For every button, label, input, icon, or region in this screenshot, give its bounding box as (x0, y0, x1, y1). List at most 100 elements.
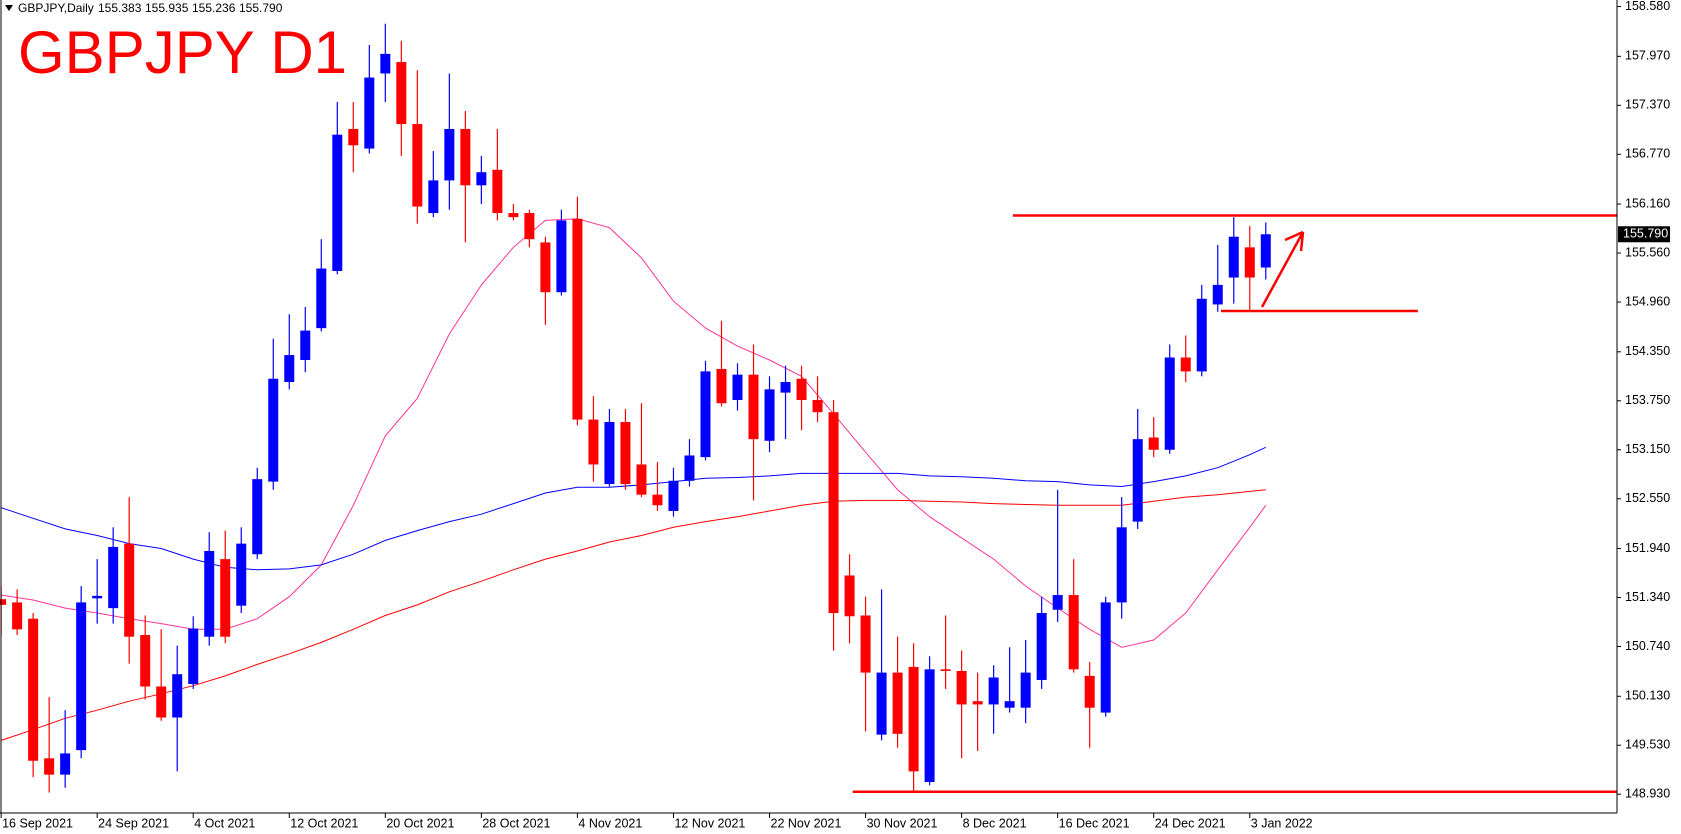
x-tick-label: 28 Oct 2021 (482, 816, 550, 830)
candle-body (236, 543, 247, 606)
y-tick-label: 154.960 (1625, 294, 1670, 308)
candle-body (492, 169, 503, 214)
candle-body (268, 378, 279, 482)
candle-body (956, 670, 967, 705)
y-tick-label: 157.970 (1625, 49, 1670, 63)
moving-average (1, 218, 1267, 648)
candle-body (796, 378, 807, 400)
candle-body (44, 758, 55, 775)
x-tick-label: 20 Oct 2021 (386, 816, 454, 830)
price-tag (1618, 226, 1670, 243)
candle-body (1244, 247, 1255, 278)
candle-body (460, 128, 471, 186)
candle-body (348, 128, 359, 146)
candle-body (732, 374, 743, 400)
candle-body (684, 455, 695, 481)
candle-body (284, 355, 295, 383)
candle-body (1260, 234, 1271, 268)
chart-title: GBPJPY D1 (18, 19, 347, 86)
candle-body (620, 422, 631, 485)
candle-body (876, 672, 887, 735)
candle-body (812, 399, 823, 413)
candle-body (316, 268, 327, 329)
candle-body (940, 669, 951, 671)
candle-body (1132, 439, 1143, 522)
x-tick-label: 24 Dec 2021 (1155, 816, 1226, 830)
close-label: 155.790 (239, 1, 283, 15)
candle-body (556, 220, 567, 293)
y-tick-label: 153.750 (1625, 393, 1670, 407)
candle-body (1100, 602, 1111, 713)
candle-body (1068, 595, 1079, 670)
symbol-label: GBPJPY,Daily (18, 1, 94, 15)
candle-body (716, 368, 727, 404)
candle-body (508, 213, 519, 218)
x-tick-label: 22 Nov 2021 (771, 816, 842, 830)
candle-body (1148, 437, 1159, 450)
candle-body (540, 242, 551, 293)
candle-body (1228, 236, 1239, 278)
trend-arrow (1260, 230, 1305, 308)
plot-area (0, 23, 1617, 794)
candle-body (60, 753, 71, 775)
low-label: 155.236 (192, 1, 236, 15)
candle-body (252, 479, 263, 555)
y-tick-label: 157.370 (1625, 98, 1670, 112)
candle-body (1116, 527, 1127, 603)
x-tick-label: 3 Jan 2022 (1251, 816, 1313, 830)
menu-triangle (5, 5, 13, 11)
candle-body (1164, 357, 1175, 450)
candle-body (396, 62, 407, 125)
candle-body (188, 628, 199, 685)
candle-body (108, 546, 119, 609)
candle-body (780, 382, 791, 393)
y-tick-label: 151.940 (1625, 541, 1670, 555)
candle-body (92, 595, 103, 599)
x-tick-label: 12 Oct 2021 (290, 816, 358, 830)
y-tick-label: 158.580 (1625, 0, 1670, 13)
candle-body (636, 464, 647, 495)
candle-body (380, 53, 391, 74)
candle-body (748, 374, 759, 440)
x-tick-label: 8 Dec 2021 (963, 816, 1027, 830)
candle-body (124, 543, 135, 637)
candle-body (412, 124, 423, 207)
x-tick-label: 4 Nov 2021 (578, 816, 642, 830)
y-tick-label: 156.160 (1625, 196, 1670, 210)
candle-body (1036, 613, 1047, 680)
open-label: 155.383 (98, 1, 142, 15)
moving-average (0, 489, 1266, 741)
x-tick-label: 16 Dec 2021 (1059, 816, 1130, 830)
candle-body (12, 602, 23, 630)
candle-body (220, 559, 231, 637)
candle-body (604, 422, 615, 485)
candle-body (172, 674, 183, 718)
candle-body (1180, 357, 1191, 372)
y-tick-label: 156.770 (1625, 147, 1670, 161)
y-tick-label: 150.130 (1625, 689, 1670, 703)
moving-average (0, 446, 1267, 571)
x-tick-label: 4 Oct 2021 (194, 816, 255, 830)
candle-body (652, 494, 663, 506)
candle-body (860, 615, 871, 673)
candle-body (1020, 672, 1031, 708)
candle-body (1212, 284, 1223, 305)
x-tick-label: 16 Sep 2021 (2, 816, 73, 830)
candle-body (828, 412, 839, 614)
x-tick-label: 24 Sep 2021 (98, 816, 169, 830)
y-tick-label: 150.740 (1625, 639, 1670, 653)
candle-body (588, 419, 599, 465)
price-tag-label: 155.790 (1623, 227, 1668, 241)
x-tick-label: 30 Nov 2021 (867, 816, 938, 830)
y-tick-label: 153.150 (1625, 442, 1670, 456)
candle-body (668, 480, 679, 511)
y-tick-label: 155.560 (1625, 245, 1670, 259)
candle-body (988, 677, 999, 705)
candle-body (844, 575, 855, 617)
y-tick-label: 148.930 (1625, 787, 1670, 801)
candle-body (1052, 595, 1063, 610)
candle-body (444, 128, 455, 181)
candle-body (364, 77, 375, 149)
candle-body (1004, 701, 1015, 708)
